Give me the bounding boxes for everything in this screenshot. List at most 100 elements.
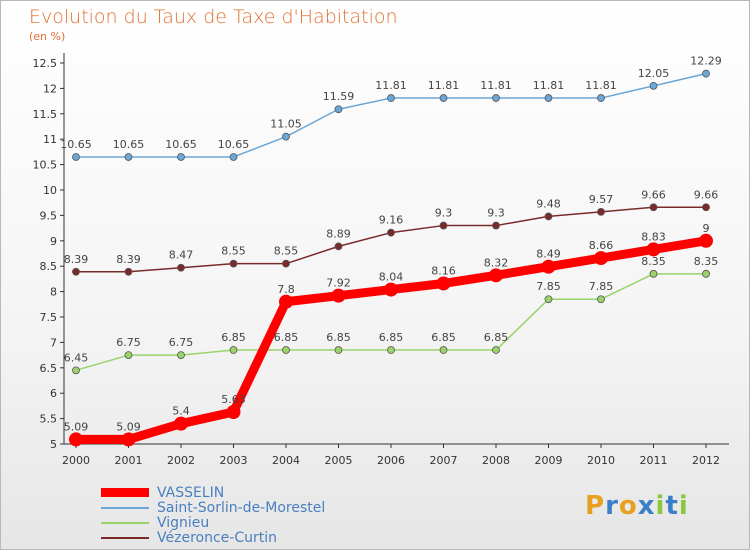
data-label: 7.92 [326, 277, 351, 290]
data-label: 11.05 [270, 118, 302, 131]
data-label: 5.4 [172, 405, 190, 418]
data-label: 12.05 [638, 67, 670, 80]
data-label: 8.39 [64, 253, 89, 266]
data-point [334, 242, 343, 251]
x-tick-label: 2003 [220, 454, 248, 467]
legend-swatch [101, 488, 149, 497]
x-tick-label: 2007 [430, 454, 458, 467]
x-tick-label: 2001 [115, 454, 143, 467]
data-label: 11.81 [428, 79, 460, 92]
data-label: 12.29 [690, 55, 722, 68]
data-label: 6.85 [274, 331, 299, 344]
data-point [541, 259, 556, 274]
data-point [334, 346, 343, 354]
y-tick-label: 10 [43, 184, 57, 197]
data-point [544, 212, 553, 221]
data-point [649, 81, 658, 90]
data-label: 8.55 [274, 245, 299, 258]
data-point [646, 242, 661, 257]
data-point [124, 267, 133, 276]
data-point [544, 295, 553, 304]
data-label: 7.85 [536, 280, 561, 293]
y-tick-label: 7.5 [40, 311, 58, 324]
data-label: 10.65 [218, 138, 250, 151]
data-label: 8.83 [641, 230, 666, 243]
x-tick-label: 2000 [62, 454, 90, 467]
chart-series [69, 69, 713, 447]
chart-legend: VASSELIN Saint-Sorlin-de-Morestel Vignieu V… [101, 485, 326, 546]
data-label: 6.45 [64, 351, 89, 364]
chart-axes: 5 5.5 6 6.5 7 7.5 8 8.5 9 9.5 10 10.5 11 11.5 12 12.5 20… [33, 53, 729, 467]
y-tick-label: 6 [50, 387, 57, 400]
data-label: 8.55 [221, 245, 246, 258]
legend-item: Vézeronce-Curtin [101, 529, 325, 546]
data-label: 6.85 [221, 331, 246, 344]
data-point [492, 346, 500, 354]
data-point [597, 94, 605, 102]
data-label: 5.63 [221, 393, 246, 406]
data-label: 6.75 [169, 336, 194, 349]
data-point [229, 346, 238, 354]
data-label: 11.81 [533, 79, 565, 92]
data-label: 9.3 [487, 207, 505, 220]
data-label: 8.47 [169, 249, 194, 262]
data-point [384, 282, 398, 297]
x-tick-label: 2012 [692, 454, 720, 467]
data-point [69, 432, 83, 447]
data-point [597, 295, 605, 304]
y-tick-label: 12 [43, 82, 57, 95]
x-tick-label: 2009 [535, 454, 563, 467]
chart-data-labels: 10.65 10.65 10.65 10.65 11.05 11.59 11.81 11.81… [60, 55, 722, 434]
x-tick-label: 2002 [167, 454, 195, 467]
data-point [649, 269, 658, 278]
legend-swatch [101, 521, 149, 524]
data-label: 11.59 [323, 90, 355, 103]
data-label: 7.8 [277, 283, 295, 296]
data-point [436, 276, 451, 291]
data-label: 11.81 [480, 79, 512, 92]
line-chart: 5 5.5 6 6.5 7 7.5 8 8.5 9 9.5 10 10.5 11 11.5 12 12.5 20… [33, 53, 729, 467]
data-point [702, 69, 710, 78]
data-point [229, 259, 238, 268]
data-point [229, 153, 238, 161]
data-point [226, 404, 241, 419]
data-point [282, 259, 290, 268]
data-label: 10.65 [165, 138, 197, 151]
x-tick-label: 2004 [272, 454, 300, 467]
x-tick-label: 2011 [640, 454, 668, 467]
data-point [387, 94, 395, 102]
data-label: 9.48 [536, 197, 561, 210]
data-point [72, 366, 80, 375]
data-point [282, 132, 290, 141]
data-point [177, 263, 185, 272]
data-point [649, 203, 658, 212]
data-point [279, 294, 293, 309]
data-label: 8.89 [326, 227, 351, 240]
legend-label: Vignieu [157, 514, 210, 531]
y-tick-label: 5.5 [40, 413, 58, 426]
data-point [124, 153, 133, 161]
data-label: 8.32 [484, 256, 509, 269]
data-point [439, 346, 448, 354]
data-point [492, 94, 500, 102]
legend-label: Vézeronce-Curtin [157, 529, 277, 546]
legend-item: Saint-Sorlin-de-Morestel [101, 499, 326, 516]
y-tick-label: 12.5 [33, 57, 58, 70]
data-label: 5.09 [116, 420, 141, 433]
legend-item: VASSELIN [101, 485, 325, 501]
data-point [331, 288, 346, 303]
legend-swatch [101, 506, 149, 509]
x-tick-label: 2010 [587, 454, 615, 467]
legend-label: Saint-Sorlin-de-Morestel [157, 499, 326, 516]
data-label: 8.35 [694, 255, 719, 268]
data-point [439, 94, 448, 102]
data-label: 7.85 [589, 280, 614, 293]
data-point [597, 207, 605, 216]
data-point [702, 203, 710, 212]
data-label: 9.66 [641, 188, 666, 201]
data-label: 8.35 [641, 255, 666, 268]
data-label: 6.85 [431, 331, 456, 344]
data-label: 5.09 [64, 420, 89, 433]
data-label: 6.85 [484, 331, 509, 344]
